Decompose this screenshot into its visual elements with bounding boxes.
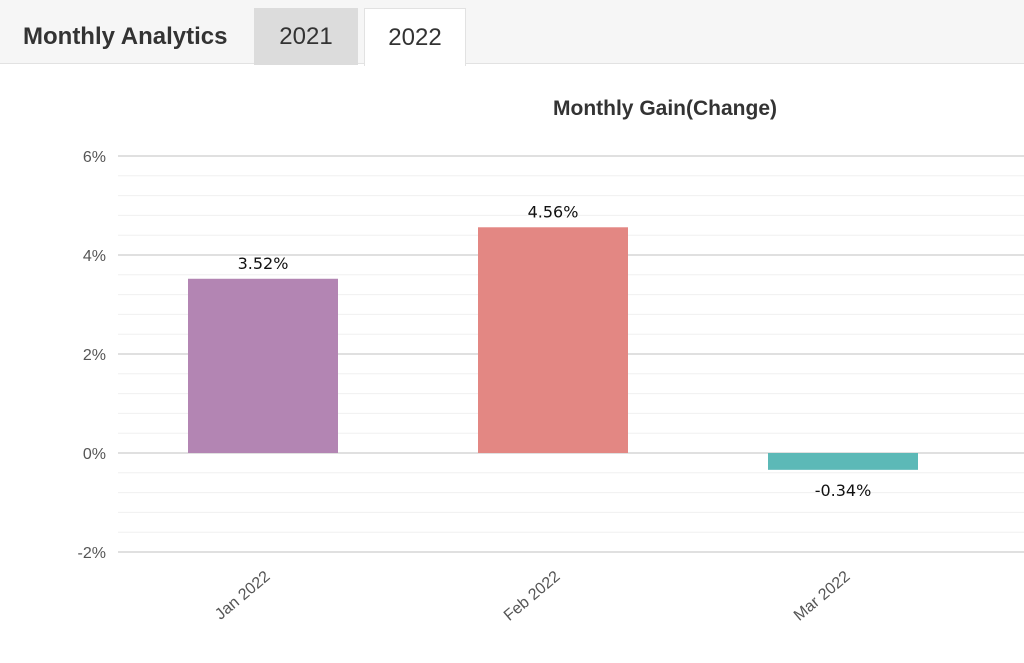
chart-title: Monthly Gain(Change) (553, 97, 777, 120)
y-tick-label: -2% (78, 545, 106, 562)
data-label: 4.56% (528, 202, 579, 221)
tab-2021[interactable]: 2021 (254, 8, 358, 65)
x-axis-ticks: Jan 2022 Feb 2022 Mar 2022 (212, 568, 853, 625)
y-tick-label: 6% (83, 149, 106, 166)
data-label: -0.34% (815, 481, 872, 500)
tab-2022[interactable]: 2022 (364, 8, 466, 66)
x-tick-label: Feb 2022 (501, 568, 564, 625)
bar-feb-2022 (478, 227, 628, 453)
y-tick-label: 4% (83, 248, 106, 265)
x-tick-label: Mar 2022 (791, 568, 854, 625)
y-tick-label: 2% (83, 347, 106, 364)
y-tick-label: 0% (83, 446, 106, 463)
y-axis-ticks: 6% 4% 2% 0% -2% (78, 149, 106, 562)
x-tick-label: Jan 2022 (212, 568, 273, 623)
monthly-gain-chart: Monthly Gain(Change) 6% 4% 2% 0% -2% 3.52% 4.… (78, 97, 1024, 625)
data-labels: 3.52% 4.56% -0.34% (238, 202, 872, 500)
bars (188, 227, 918, 470)
bar-jan-2022 (188, 278, 338, 453)
page-title: Monthly Analytics (23, 23, 228, 50)
data-label: 3.52% (238, 254, 289, 273)
tab-bar: Monthly Analytics 2021 2022 (0, 0, 1024, 66)
bar-mar-2022 (768, 453, 918, 470)
